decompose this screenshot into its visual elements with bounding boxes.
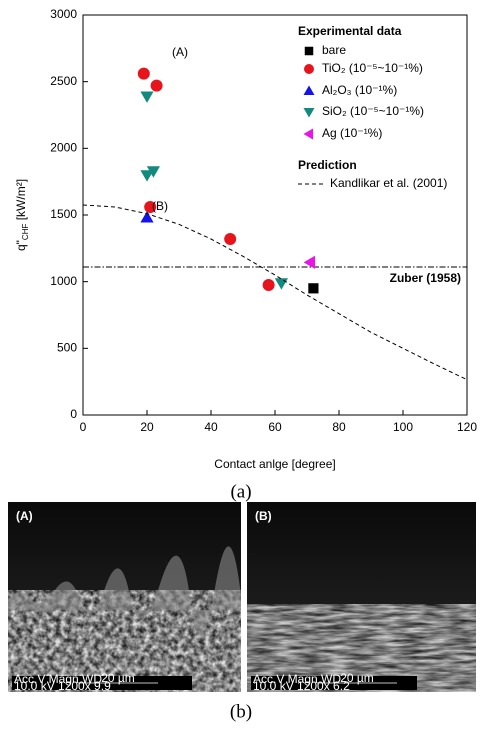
reference-label: Zuber (1958) — [390, 271, 461, 285]
marker — [151, 80, 163, 92]
y-tick-label: 1500 — [50, 207, 77, 221]
marker — [224, 233, 236, 245]
legend-label: Kandlikar et al. (2001) — [330, 176, 447, 190]
y-axis-label: q"CHF [kW/m²] — [14, 179, 30, 251]
y-label-sub: CHF — [21, 224, 30, 241]
legend-label: bare — [322, 43, 346, 57]
x-tick-label: 60 — [268, 420, 282, 434]
x-tick-label: 40 — [204, 420, 218, 434]
annotation: (A) — [172, 45, 188, 59]
panel-label: (b) — [230, 701, 252, 722]
y-tick-label: 500 — [57, 341, 77, 355]
figure: Contact anlge [degree] q"CHF [kW/m²] (a)… — [0, 0, 483, 731]
marker — [275, 278, 288, 289]
legend-marker — [304, 64, 314, 74]
legend-marker — [304, 129, 314, 140]
y-label-unit: [kW/m²] — [14, 179, 28, 224]
sem-image-a — [8, 502, 241, 692]
sem-image-b — [247, 502, 476, 692]
legend-marker — [304, 86, 315, 96]
annotation: (B) — [152, 199, 168, 213]
y-label-main: q" — [14, 240, 28, 251]
panel-label: (a) — [230, 481, 251, 502]
scale-label: 20 µm — [340, 671, 374, 685]
marker — [140, 92, 153, 103]
marker — [138, 68, 150, 80]
image-info: 10.0 kV 1200x 6.2 — [253, 679, 350, 693]
legend-label: SiO₂ (10⁻⁵~10⁻¹%) — [322, 104, 424, 118]
legend-label: TiO₂ (10⁻⁵~10⁻¹%) — [322, 61, 423, 75]
y-tick-label: 1000 — [50, 274, 77, 288]
marker — [308, 283, 318, 293]
x-tick-label: 120 — [457, 420, 477, 434]
page: Contact anlge [degree] q"CHF [kW/m²] (a)… — [0, 0, 483, 731]
legend-marker — [305, 47, 314, 56]
y-tick-label: 3000 — [50, 7, 77, 21]
legend-heading: Experimental data — [298, 24, 402, 38]
y-tick-label: 2500 — [50, 74, 77, 88]
x-tick-label: 100 — [393, 420, 413, 434]
x-tick-label: 20 — [140, 420, 154, 434]
series-line — [83, 205, 467, 380]
image-label: (A) — [16, 509, 33, 523]
legend-marker — [304, 108, 315, 118]
image-label: (B) — [255, 509, 272, 523]
x-tick-label: 0 — [80, 420, 87, 434]
scale-label: 20 µm — [101, 671, 135, 685]
legend-label: Al₂O₃ (10⁻¹%) — [322, 83, 397, 97]
y-tick-label: 0 — [70, 407, 77, 421]
y-tick-label: 2000 — [50, 141, 77, 155]
image-info: 10.0 kV 1200x 9.9 — [14, 679, 111, 693]
marker — [263, 279, 275, 291]
legend-heading: Prediction — [298, 158, 357, 172]
x-axis-label: Contact anlge [degree] — [214, 457, 335, 471]
x-tick-label: 80 — [332, 420, 346, 434]
legend-label: Ag (10⁻¹%) — [322, 126, 382, 140]
